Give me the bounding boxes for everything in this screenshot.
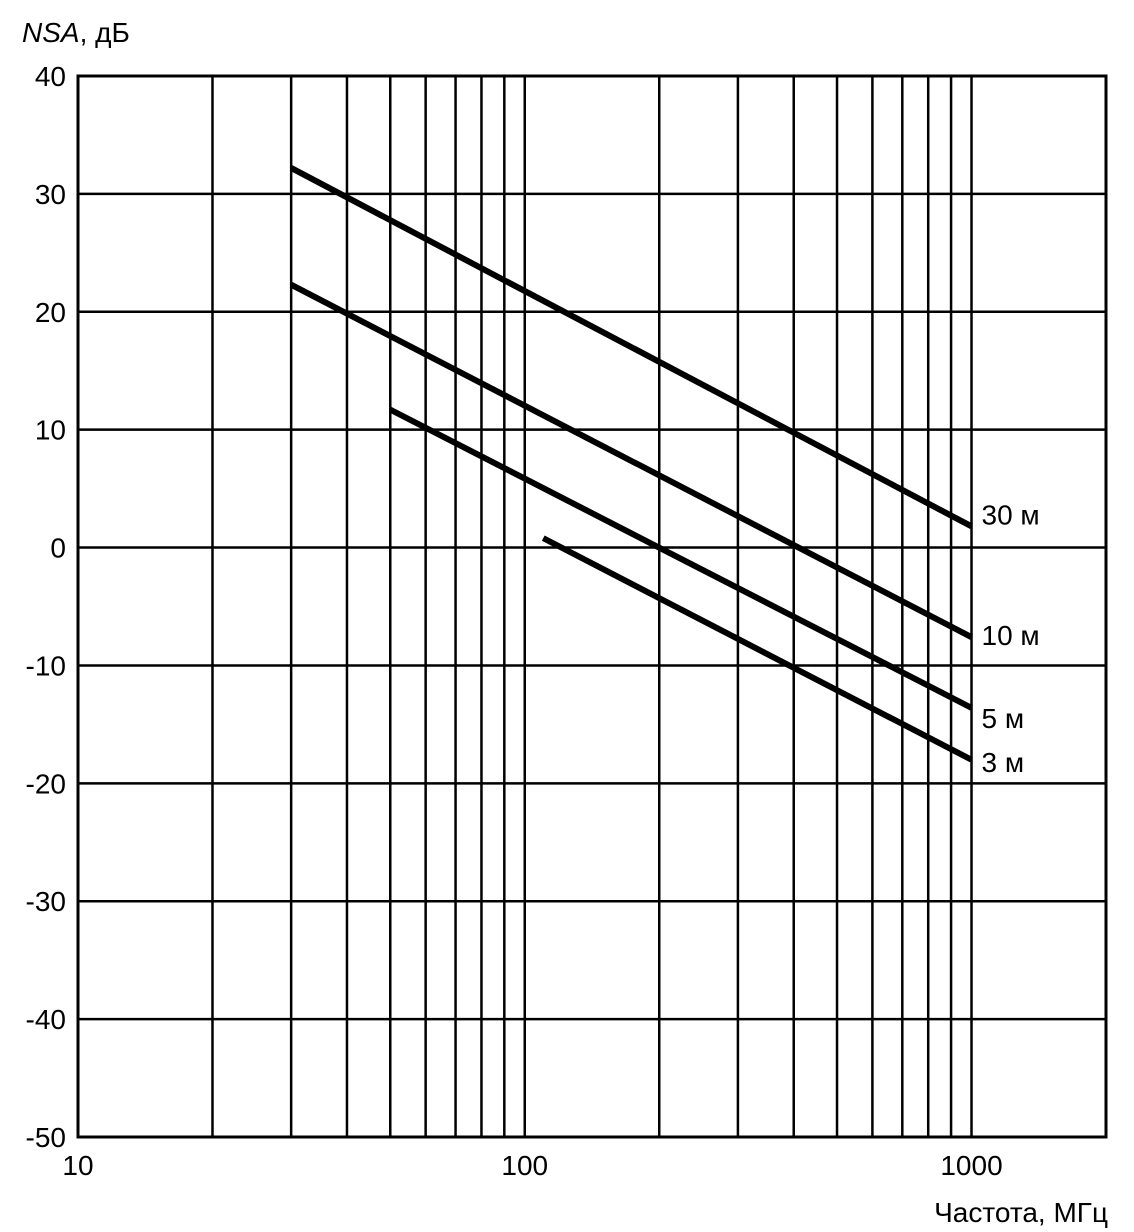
series-line	[289, 281, 973, 640]
y-tick-label: -40	[26, 1004, 66, 1035]
series-line	[388, 406, 973, 711]
y-tick-label: -30	[26, 886, 66, 917]
series-label: 3 м	[982, 747, 1025, 778]
y-tick-labels: 40 30 20 10 0 -10 -20 -30 -40 -50	[26, 61, 66, 1153]
y-tick-label: -10	[26, 650, 66, 681]
y-tick-label: -50	[26, 1122, 66, 1153]
y-tick-label: -20	[26, 768, 66, 799]
series-line	[289, 165, 973, 529]
x-tick-label: 1000	[940, 1150, 1002, 1181]
x-axis-title: Частота, МГц	[934, 1197, 1108, 1228]
series-label: 10 м	[982, 620, 1040, 651]
plot-frame	[76, 74, 1108, 1139]
y-tick-label: 30	[35, 179, 66, 210]
x-tick-label: 100	[501, 1150, 548, 1181]
series-label: 5 м	[982, 703, 1025, 734]
y-axis-title: NSA, дБ	[22, 17, 130, 48]
series-label: 30 м	[982, 499, 1040, 530]
series-lines	[289, 165, 973, 763]
x-tick-labels: 10 100 1000	[62, 1150, 1002, 1181]
y-tick-label: 40	[35, 61, 66, 92]
y-tick-label: 10	[35, 415, 66, 446]
grid-lines	[78, 74, 1106, 1139]
y-tick-label: 20	[35, 297, 66, 328]
y-axis-title-italic: NSA	[22, 17, 80, 48]
y-axis-title-unit: , дБ	[80, 17, 130, 48]
series-line	[541, 535, 973, 763]
series-labels: 30 м 10 м 5 м 3 м	[982, 499, 1040, 777]
x-tick-label: 10	[62, 1150, 93, 1181]
y-tick-label: 0	[50, 533, 66, 564]
